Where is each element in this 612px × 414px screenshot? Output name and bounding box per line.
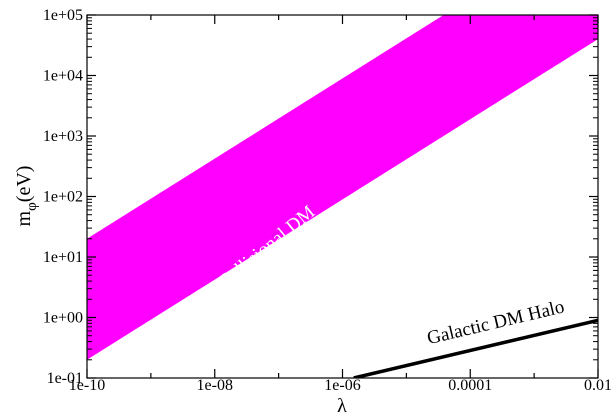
y-tick-label: 1e-01 — [47, 370, 83, 387]
y-tick-label: 1e+02 — [43, 189, 83, 206]
y-tick-label: 1e+01 — [43, 249, 83, 266]
y-axis-title: mφ(eV) — [13, 166, 40, 227]
y-tick-label: 1e+03 — [43, 128, 83, 145]
y-axis-title-sub: φ — [24, 202, 40, 211]
y-axis-title-base: m — [13, 210, 35, 226]
collisional-dm-band — [87, 15, 598, 360]
x-tick-label: 1e-10 — [69, 377, 105, 394]
x-tick-label: 1e-08 — [197, 377, 233, 394]
x-axis-title: λ — [337, 395, 347, 414]
y-tick-label: 1e+05 — [43, 7, 83, 24]
x-tick-label: 0.0001 — [448, 377, 492, 394]
y-tick-label: 1e+00 — [43, 310, 83, 327]
y-axis-title-rest: (eV) — [13, 166, 35, 203]
x-tick-label: 0.01 — [584, 377, 612, 394]
plot-area — [87, 15, 598, 378]
x-tick-label: 1e-06 — [324, 377, 360, 394]
y-axis: 1e-01 1e+00 1e+01 1e+02 1e+03 1e+04 1e+05 — [43, 7, 598, 387]
galactic-dm-halo-line — [353, 318, 598, 378]
galactic-dm-halo-label: Galactic DM Halo — [425, 296, 566, 349]
y-tick-label: 1e+04 — [43, 68, 83, 85]
x-axis: 1e-10 1e-08 1e-06 0.0001 0.01 — [69, 15, 612, 394]
